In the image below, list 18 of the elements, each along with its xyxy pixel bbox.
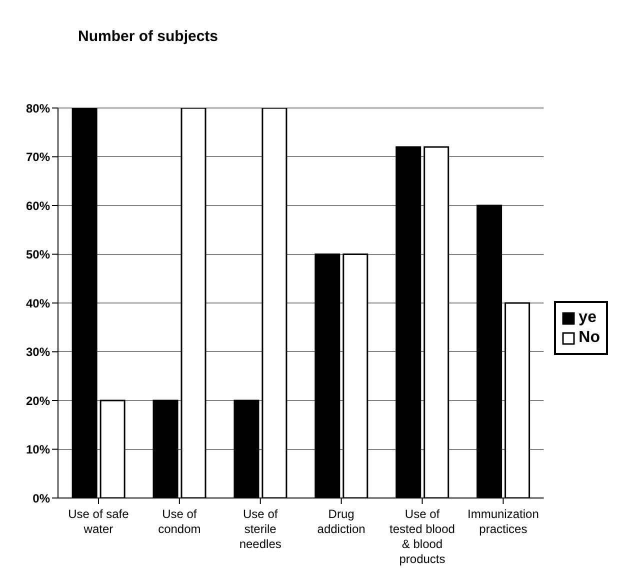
- x-tick-label: Use of safe water: [68, 507, 130, 536]
- y-tick-label: 80%: [26, 101, 50, 116]
- x-tick-label: Use of tested blood & blood products: [390, 507, 455, 566]
- chart-title: Number of subjects: [77, 27, 220, 47]
- legend-label: No: [578, 329, 600, 347]
- y-tick-label: 20%: [26, 394, 50, 408]
- x-tick-label: Use of condom: [158, 507, 201, 536]
- legend-label: ye: [578, 309, 596, 327]
- y-tick-label: 10%: [26, 442, 50, 457]
- y-tick-label: 40%: [26, 296, 50, 310]
- y-tick-label: 70%: [26, 150, 50, 164]
- x-tick-label: Immunization practices: [468, 507, 539, 536]
- x-tick-label: Drug addiction: [317, 507, 366, 536]
- y-tick-label: 60%: [26, 198, 50, 213]
- y-tick-label: 50%: [26, 248, 50, 262]
- y-tick-label: 30%: [26, 345, 50, 360]
- x-tick-label: Use of sterile needles: [239, 507, 282, 551]
- y-tick-label: 0%: [32, 491, 50, 506]
